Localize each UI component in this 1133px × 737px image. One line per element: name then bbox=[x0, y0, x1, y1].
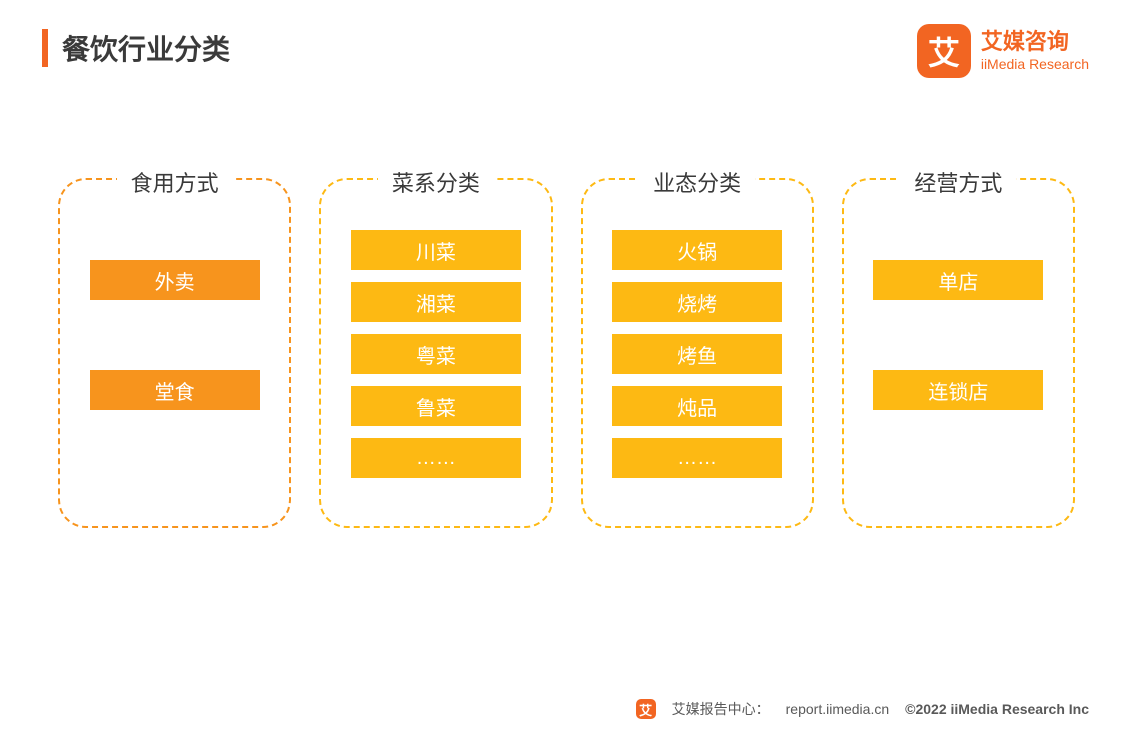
category-item: 粤菜 bbox=[351, 334, 521, 374]
logo-text-group: 艾媒咨询 iiMedia Research bbox=[981, 29, 1089, 72]
footer-label: 艾媒报告中心： bbox=[672, 699, 770, 719]
footer-logo-icon: 艾 bbox=[636, 699, 656, 719]
category-item: 鲁菜 bbox=[351, 386, 521, 426]
footer-logo-text: 艾 bbox=[639, 700, 652, 719]
title-accent-bar bbox=[42, 29, 48, 67]
category-item: 单店 bbox=[873, 260, 1043, 300]
category-items: 川菜湘菜粤菜鲁菜 …… bbox=[339, 230, 532, 478]
category-box: 经营方式单店连锁店 bbox=[842, 178, 1075, 528]
category-item: 外卖 bbox=[90, 260, 260, 300]
category-item: 火锅 bbox=[612, 230, 782, 270]
category-items: 单店连锁店 bbox=[862, 230, 1055, 410]
category-item: 湘菜 bbox=[351, 282, 521, 322]
category-title: 经营方式 bbox=[900, 166, 1016, 198]
page-header: 餐饮行业分类 bbox=[42, 28, 230, 68]
category-box: 食用方式外卖堂食 bbox=[58, 178, 291, 528]
logo-text-en: iiMedia Research bbox=[981, 56, 1089, 73]
category-item: 炖品 bbox=[612, 386, 782, 426]
categories-container: 食用方式外卖堂食菜系分类川菜湘菜粤菜鲁菜……业态分类火锅烧烤烤鱼炖品……经营方式… bbox=[58, 178, 1075, 528]
logo-text-cn: 艾媒咨询 bbox=[981, 29, 1089, 55]
category-box: 菜系分类川菜湘菜粤菜鲁菜…… bbox=[319, 178, 552, 528]
category-items: 外卖堂食 bbox=[78, 230, 271, 410]
category-item: 川菜 bbox=[351, 230, 521, 270]
category-items: 火锅烧烤烤鱼炖品 …… bbox=[601, 230, 794, 478]
brand-logo: 艾 艾媒咨询 iiMedia Research bbox=[917, 24, 1089, 78]
category-title: 菜系分类 bbox=[378, 166, 494, 198]
category-box: 业态分类火锅烧烤烤鱼炖品…… bbox=[581, 178, 814, 528]
footer-link: report.iimedia.cn bbox=[786, 701, 890, 717]
category-item: 烧烤 bbox=[612, 282, 782, 322]
category-item: …… bbox=[351, 438, 521, 478]
category-item: 连锁店 bbox=[873, 370, 1043, 410]
footer: 艾 艾媒报告中心： report.iimedia.cn ©2022 iiMedi… bbox=[636, 699, 1089, 719]
category-item: 堂食 bbox=[90, 370, 260, 410]
page-title: 餐饮行业分类 bbox=[62, 28, 230, 68]
category-title: 食用方式 bbox=[117, 166, 233, 198]
logo-icon: 艾 bbox=[917, 24, 971, 78]
footer-copyright: ©2022 iiMedia Research Inc bbox=[905, 701, 1089, 717]
category-item: …… bbox=[612, 438, 782, 478]
category-title: 业态分类 bbox=[639, 166, 755, 198]
logo-icon-text: 艾 bbox=[928, 28, 960, 74]
category-item: 烤鱼 bbox=[612, 334, 782, 374]
